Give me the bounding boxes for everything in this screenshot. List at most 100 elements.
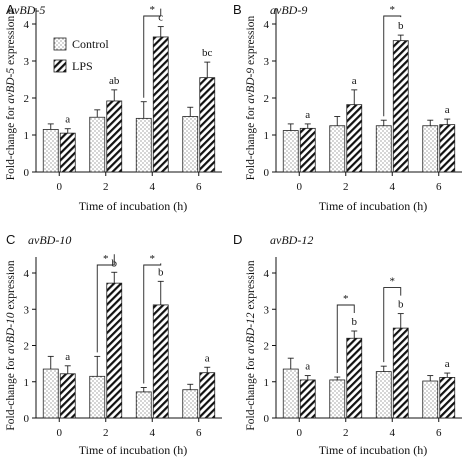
control-bar: [282, 130, 299, 173]
lps-bar: [59, 373, 76, 419]
y-axis-label: Fold-change for avBD-12 expression: [245, 260, 257, 430]
y-axis-label-prefix: Fold-change for: [245, 354, 257, 431]
x-tick-label: 2: [343, 427, 349, 439]
significance-letter: b: [158, 266, 164, 278]
y-tick-label: 2: [264, 341, 270, 353]
y-tick-label: 2: [24, 341, 30, 353]
gene-title: avBD-9: [270, 3, 307, 17]
y-tick-label: 0: [264, 413, 270, 425]
control-bar: [422, 125, 439, 173]
significance-letter: b: [352, 316, 358, 328]
significance-letter: a: [65, 114, 70, 126]
gene-title: avBD-10: [28, 233, 71, 247]
y-axis-label-gene: avBD-12: [245, 312, 257, 354]
significance-letter: a: [352, 75, 357, 87]
significance-asterisk: *: [390, 276, 396, 288]
y-tick-label: 3: [24, 304, 30, 316]
panel-letter: B: [233, 2, 242, 17]
control-bar: [182, 116, 199, 173]
significance-letter: a: [65, 351, 70, 363]
control-bar: [329, 379, 346, 419]
y-axis-label-prefix: Fold-change for: [245, 104, 257, 181]
y-axis-label-gene: avBD-10: [5, 312, 17, 354]
legend-label: Control: [72, 37, 109, 51]
legend-label: LPS: [72, 59, 93, 73]
y-tick-label: 1: [264, 130, 270, 142]
x-tick-label: 4: [390, 427, 396, 439]
control-bar: [182, 389, 199, 419]
x-tick-label: 0: [57, 427, 63, 439]
significance-letter: a: [305, 109, 310, 121]
y-tick-label: 4: [264, 268, 270, 280]
x-tick-label: 2: [103, 181, 109, 193]
y-axis-label-suffix: expression: [245, 260, 257, 312]
x-tick-label: 0: [297, 427, 303, 439]
y-tick-label: 4: [24, 268, 30, 280]
significance-asterisk: *: [150, 4, 156, 16]
significance-letter: a: [205, 352, 210, 364]
significance-letter: a: [445, 358, 450, 370]
significance-letter: a: [305, 361, 310, 373]
significance-bracket: [383, 287, 402, 363]
control-bar: [135, 117, 152, 173]
y-axis-label-suffix: expression: [245, 16, 257, 68]
y-axis-label: Fold-change for avBD-9 expression: [245, 16, 257, 181]
y-axis-label-prefix: Fold-change for: [5, 104, 17, 181]
y-axis-label-gene: avBD-5: [5, 68, 17, 104]
control-bar: [89, 375, 106, 419]
y-axis-label-prefix: Fold-change for: [5, 354, 17, 431]
x-tick-label: 2: [103, 427, 109, 439]
y-tick-label: 1: [264, 377, 270, 389]
panel-letter: A: [6, 2, 15, 17]
y-axis-label-suffix: expression: [5, 260, 17, 312]
significance-letter: b: [398, 299, 404, 311]
control-bar: [282, 368, 299, 419]
x-tick-label: 6: [436, 181, 442, 193]
lps-bar: [299, 127, 316, 173]
x-axis-label: Time of incubation (h): [79, 443, 188, 457]
y-tick-label: 4: [264, 19, 270, 31]
significance-asterisk: *: [343, 293, 349, 305]
y-axis-label-gene: avBD-9: [245, 68, 257, 104]
lps-bar: [392, 327, 409, 419]
significance-asterisk: *: [150, 253, 156, 265]
lps-bar: [392, 40, 409, 173]
lps-bar: [106, 100, 123, 173]
lps-bar: [199, 372, 216, 419]
significance-letter: c: [158, 12, 163, 24]
y-tick-label: 1: [24, 130, 30, 142]
lps-bar: [152, 36, 169, 173]
lps-bar: [59, 132, 76, 173]
y-axis-label-suffix: expression: [5, 16, 17, 68]
control-bar: [42, 129, 59, 173]
y-tick-label: 0: [24, 167, 30, 179]
lps-bar: [152, 304, 169, 419]
significance-asterisk: *: [103, 253, 109, 265]
significance-bracket: [96, 254, 115, 353]
y-tick-label: 1: [24, 377, 30, 389]
y-tick-label: 4: [24, 19, 30, 31]
lps-bar: [199, 77, 216, 173]
legend-swatch: [53, 37, 67, 51]
significance-bracket: [143, 263, 162, 384]
x-tick-label: 0: [57, 181, 63, 193]
lps-bar: [439, 124, 456, 173]
y-tick-label: 2: [264, 93, 270, 105]
x-tick-label: 4: [150, 181, 156, 193]
x-tick-label: 6: [436, 427, 442, 439]
y-tick-label: 2: [24, 93, 30, 105]
significance-letter: b: [398, 20, 404, 32]
x-tick-label: 4: [390, 181, 396, 193]
control-bar: [89, 116, 106, 173]
significance-letter: a: [445, 104, 450, 116]
y-tick-label: 0: [264, 167, 270, 179]
gene-title: avBD-5: [8, 3, 45, 17]
lps-bar: [439, 376, 456, 419]
control-bar: [135, 391, 152, 419]
legend-swatch: [53, 59, 67, 73]
